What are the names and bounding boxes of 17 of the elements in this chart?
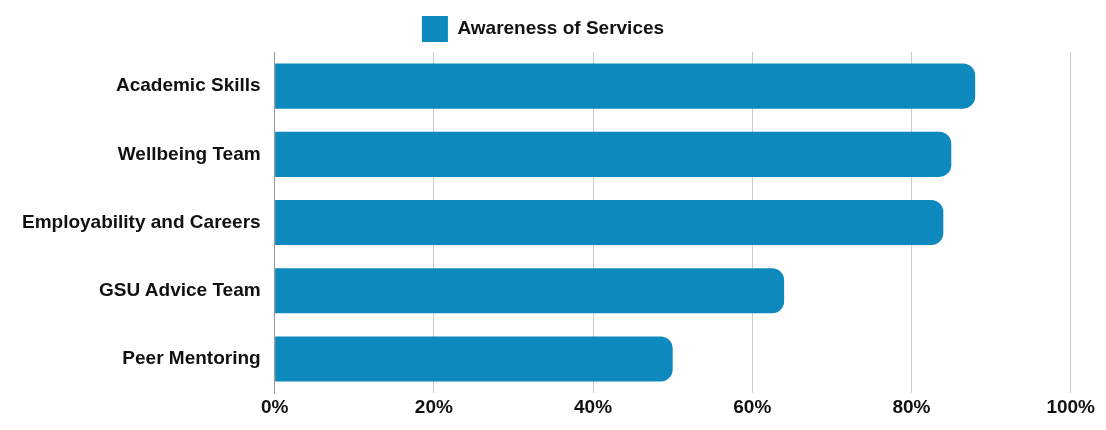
bar: [275, 131, 952, 177]
x-tick-label: 40%: [574, 395, 613, 417]
legend-label: Awareness of Services: [457, 17, 665, 39]
x-tick-label: 60%: [733, 395, 772, 417]
y-tick-label: Employability and Careers: [21, 210, 261, 232]
y-tick-label: Peer Mentoring: [122, 347, 261, 369]
x-tick-label: 100%: [1046, 395, 1096, 417]
bar: [275, 336, 673, 382]
x-tick-label: 80%: [892, 395, 931, 417]
x-tick-label: 20%: [414, 395, 453, 417]
bar: [275, 268, 785, 314]
x-tick-label: 0%: [260, 395, 289, 417]
bar: [275, 200, 944, 246]
y-tick-label: Wellbeing Team: [117, 142, 261, 164]
y-tick-label: Academic Skills: [115, 74, 261, 96]
bar: [275, 63, 976, 109]
y-tick-label: GSU Advice Team: [99, 279, 261, 301]
